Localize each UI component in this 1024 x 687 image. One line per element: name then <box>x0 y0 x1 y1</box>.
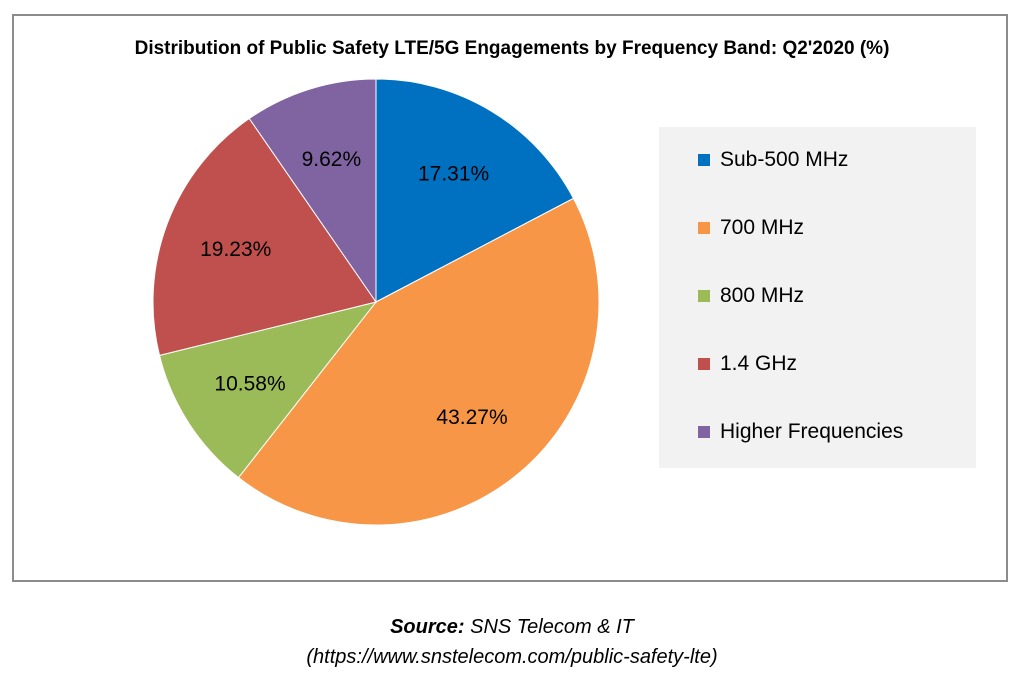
source-url[interactable]: (https://www.snstelecom.com/public-safet… <box>306 646 718 668</box>
legend-swatch <box>698 290 710 302</box>
legend-item: 1.4 GHz <box>659 351 797 377</box>
legend-label: 800 MHz <box>720 284 805 307</box>
source-name: SNS Telecom & IT <box>470 616 634 638</box>
legend-item: Sub-500 MHz <box>659 147 848 173</box>
source-prefix: Source: <box>390 616 465 638</box>
legend-swatch <box>698 222 710 234</box>
legend-swatch <box>698 426 710 438</box>
pie-slice-800-mhz <box>158 301 378 479</box>
legend-label: Higher Frequencies <box>720 420 904 443</box>
legend-swatch <box>698 154 710 166</box>
chart-title: Distribution of Public Safety LTE/5G Eng… <box>134 38 890 59</box>
pie-slice-sub-500-mhz <box>375 78 575 303</box>
pie-data-label: 43.27% <box>436 406 507 429</box>
pie-data-label: 19.23% <box>200 238 271 261</box>
legend-item: Higher Frequencies <box>659 419 903 445</box>
legend: Sub-500 MHz 700 MHz 800 MHz 1.4 GHz Higher F… <box>659 127 976 468</box>
legend-item: 700 MHz <box>659 215 804 241</box>
pie-slice-700-mhz <box>237 197 600 526</box>
source-caption: Source: SNS Telecom & IT (https://www.sn… <box>0 612 1024 672</box>
legend-label: 700 MHz <box>720 216 805 239</box>
pie-data-label: 17.31% <box>418 163 489 186</box>
legend-swatch <box>698 358 710 370</box>
legend-label: 1.4 GHz <box>720 352 798 375</box>
legend-label: Sub-500 MHz <box>720 148 849 171</box>
pie-data-label: 9.62% <box>302 148 362 171</box>
legend-item: 800 MHz <box>659 283 804 309</box>
pie-data-label: 10.58% <box>214 372 285 395</box>
pie-slice-higher-frequencies <box>248 78 377 304</box>
pie-slice-1-4-ghz <box>152 117 377 356</box>
